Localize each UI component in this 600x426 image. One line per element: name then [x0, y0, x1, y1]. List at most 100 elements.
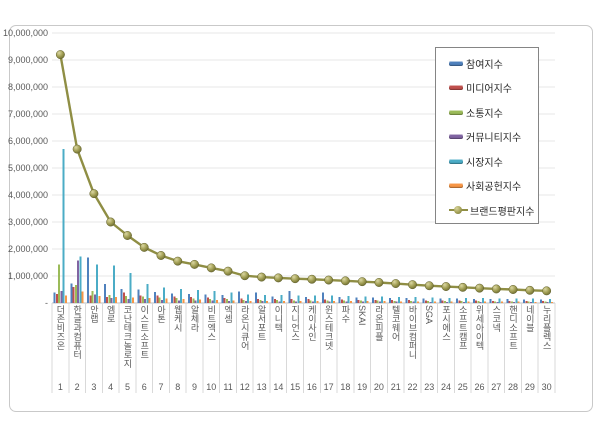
- category-cell: 안랩 3: [86, 305, 103, 393]
- bar-media-index: [106, 297, 109, 303]
- bar-communication-index: [427, 300, 429, 303]
- bar-community-index: [345, 301, 348, 303]
- bar-community-index: [496, 301, 499, 303]
- brand-reputation-marker: [307, 274, 317, 284]
- bar-community-index: [513, 301, 516, 303]
- bar-participation-index: [238, 291, 241, 303]
- category-rank: 10: [206, 382, 217, 392]
- category-name: 이니텍: [273, 305, 284, 332]
- bar-community-index: [194, 300, 197, 303]
- category-name: 안랩: [88, 305, 99, 323]
- category-cell: 이스트소프트 6: [136, 305, 153, 393]
- bar-social-contribution-index: [551, 301, 554, 303]
- bar-social-contribution-index: [467, 301, 470, 303]
- bar-market-index: [79, 256, 82, 303]
- brand-reputation-marker: [290, 274, 300, 284]
- category-cell: 파수 18: [337, 305, 354, 393]
- bar-communication-index: [477, 301, 480, 303]
- bar-market-index: [180, 288, 182, 303]
- bar-market-index: [146, 284, 149, 303]
- bar-community-index: [261, 301, 264, 303]
- category-cell: 알서포트 13: [253, 305, 270, 393]
- bar-social-contribution-index: [349, 301, 352, 303]
- bar-market-index: [297, 295, 300, 303]
- category-rank: 28: [508, 382, 519, 392]
- bar-communication-index: [309, 300, 312, 303]
- category-cell: 위세아이텍 26: [471, 305, 488, 393]
- y-tick-label: 4,000,000: [7, 190, 48, 200]
- bar-communication-index: [393, 300, 396, 303]
- category-rank: 1: [57, 382, 63, 392]
- category-cell: 한글과컴퓨터 2: [69, 305, 86, 393]
- bar-community-index: [211, 300, 214, 303]
- y-tick-label: 8,000,000: [7, 82, 48, 92]
- bar-participation-index: [87, 257, 90, 303]
- bar-community-index: [244, 301, 247, 303]
- bar-social-contribution-index: [433, 301, 436, 303]
- bar-community-index: [295, 301, 298, 303]
- bar-media-index: [391, 300, 394, 303]
- category-name: 알체라: [189, 305, 200, 332]
- category-name: SKAI: [357, 305, 368, 326]
- bar-community-index: [110, 298, 113, 303]
- legend-swatch-participation-index: [449, 60, 463, 66]
- category-cell: 바이브컴퍼니 22: [404, 305, 421, 393]
- category-cell: 엠로 4: [102, 305, 119, 393]
- bar-community-index: [93, 294, 96, 303]
- category-cell: 윈스테크넷 17: [320, 305, 337, 393]
- bar-social-contribution-index: [500, 301, 503, 303]
- bar-communication-index: [376, 300, 379, 303]
- bar-participation-index: [321, 292, 324, 303]
- brand-reputation-marker: [257, 272, 267, 282]
- category-name: SGA: [424, 305, 435, 325]
- category-name: 한글과컴퓨터: [72, 305, 83, 359]
- category-rank: 3: [91, 382, 97, 392]
- bar-market-index: [330, 295, 333, 303]
- category-name: 스코넥: [491, 305, 502, 332]
- bar-community-index: [395, 301, 398, 303]
- brand-reputation-marker: [173, 256, 183, 266]
- bar-community-index: [127, 299, 130, 303]
- category-name: 텔코웨어: [390, 305, 401, 341]
- bar-media-index: [475, 300, 478, 303]
- bar-market-index: [381, 296, 384, 303]
- legend-swatch-communication-index: [449, 109, 463, 115]
- category-cell: 웹케시 8: [169, 305, 186, 393]
- brand-reputation-marker: [542, 286, 552, 296]
- bar-social-contribution-index: [115, 297, 118, 303]
- bar-market-index: [196, 290, 199, 303]
- bar-market-index: [263, 295, 266, 303]
- bar-communication-index: [125, 295, 128, 303]
- bar-market-index: [112, 265, 115, 303]
- category-cell: 더존비즈온 1: [52, 305, 69, 393]
- category-rank: 14: [273, 382, 284, 392]
- bar-communication-index: [91, 290, 94, 303]
- legend: 참여지수 미디어지수 소통지수 커뮤니티지수 시장지수 사회공헌지수 브랜드평판지수: [435, 47, 539, 224]
- category-name: 이스트소프트: [139, 305, 150, 359]
- bar-market-index: [448, 297, 451, 303]
- bar-community-index: [144, 299, 147, 303]
- category-cell: 누리플렉스 30: [538, 305, 555, 393]
- brand-reputation-marker: [458, 282, 468, 292]
- legend-label: 미디어지수: [466, 84, 512, 96]
- category-rank: 2: [74, 382, 80, 392]
- category-rank: 21: [390, 382, 401, 392]
- bar-community-index: [60, 290, 63, 303]
- brand-reputation-marker: [340, 276, 350, 286]
- bar-market-index: [532, 298, 535, 303]
- category-rank: 9: [192, 382, 198, 392]
- category-rank: 4: [108, 382, 114, 392]
- bar-community-index: [429, 301, 432, 303]
- category-cell: 비트엑스 10: [203, 305, 220, 393]
- bar-social-contribution-index: [316, 300, 319, 303]
- brand-reputation-marker: [475, 283, 484, 293]
- bar-social-contribution-index: [400, 301, 403, 303]
- bar-participation-index: [171, 293, 173, 303]
- brand-reputation-marker: [391, 279, 401, 289]
- bar-social-contribution-index: [148, 297, 151, 303]
- bar-social-contribution-index: [81, 291, 84, 303]
- category-rank: 20: [373, 382, 384, 392]
- bar-media-index: [156, 295, 159, 303]
- bar-participation-index: [154, 292, 157, 303]
- bar-communication-index: [494, 301, 497, 303]
